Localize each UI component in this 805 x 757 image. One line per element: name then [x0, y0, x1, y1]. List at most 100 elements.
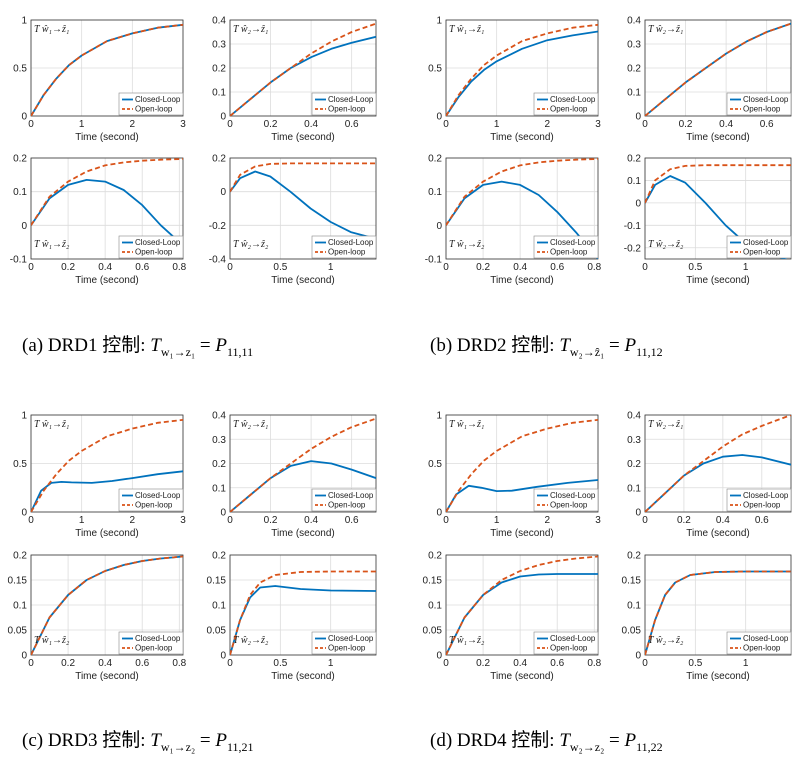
- panel-annotation: T ŵ₁→ẑ₂: [449, 239, 485, 250]
- x-axis-label: Time (second): [490, 132, 554, 143]
- chart-a1: 0 0.5 1 0 1 2 3 Time (second) T ŵ₁→ẑ₁ Closed-Loop…: [13, 16, 186, 144]
- panel-annotation: T ŵ₂→ẑ₂: [233, 239, 269, 250]
- y-tick-label: 0.1: [627, 88, 641, 99]
- caption-c: (c) DRD3 控制: Tw₁→z₂ = P11,21: [22, 730, 254, 754]
- series-line-open-loop: [645, 415, 791, 512]
- caption-c-rhs: P: [215, 730, 227, 751]
- panel-annotation: T ŵ₁→ẑ₂: [34, 635, 70, 646]
- x-tick-label: 0: [28, 262, 34, 273]
- x-tick-label: 1: [494, 515, 500, 526]
- x-axis-label: Time (second): [75, 528, 139, 539]
- caption-d-rhs: P: [624, 730, 637, 751]
- caption-d-label: (d) DRD4 控制:: [430, 730, 555, 751]
- legend-label-closed: Closed-Loop: [550, 95, 596, 104]
- axes-frame: [229, 157, 377, 260]
- legend-box: [726, 631, 792, 655]
- x-tick-label: 0: [28, 515, 34, 526]
- x-tick-label: 1: [79, 515, 85, 526]
- caption-c-lhs-sub: w₁→z₂: [160, 739, 196, 754]
- x-tick-label: 3: [180, 515, 186, 526]
- y-tick-label: 0.1: [212, 601, 226, 612]
- chart-b2: 0 0.1 0.2 0.3 0.4 0 0.2 0.4 0.6 Time (second) T ŵ₂…: [627, 16, 792, 143]
- y-tick-label: 0.2: [212, 459, 226, 470]
- x-tick-label: 2: [545, 119, 551, 130]
- legend-label-closed: Closed-Loop: [743, 634, 789, 643]
- y-tick-label: 0.05: [207, 626, 227, 637]
- chart-c2: 0 0.1 0.2 0.3 0.4 0 0.2 0.4 0.6 Time (second) T ŵ₂…: [212, 411, 377, 539]
- y-tick-label: -0.2: [209, 221, 227, 232]
- series-line-closed-loop: [31, 470, 183, 512]
- y-tick-label: 0: [21, 221, 27, 232]
- caption-a-label: (a) DRD1 控制:: [22, 335, 146, 356]
- caption-b-lhs-sub: w₂→ẑ₁: [569, 344, 605, 359]
- panel-annotation: T ŵ₁→ẑ₁: [34, 24, 69, 35]
- y-tick-label: 0.15: [207, 576, 227, 587]
- series-line-open-loop: [446, 158, 598, 226]
- y-tick-label: 0.2: [428, 154, 442, 165]
- y-tick-label: 0.5: [428, 459, 442, 470]
- chart-d4: 0 0.05 0.1 0.15 0.2 0 0.5 1 Time (second) T ŵ₂→ẑ₂…: [622, 551, 792, 682]
- caption-d-rhs-sub: 11,22: [636, 739, 663, 754]
- y-tick-label: -0.1: [624, 221, 642, 232]
- y-tick-label: 0: [635, 112, 641, 123]
- y-tick-label: 0.5: [428, 64, 442, 75]
- caption-d: (d) DRD4 控制: Tw₂→z₂ = P11,22: [430, 730, 663, 754]
- y-tick-label: 0: [436, 651, 442, 662]
- axes-frame: [644, 414, 792, 513]
- axes-frame: [445, 414, 599, 513]
- x-tick-label: 0.6: [760, 119, 774, 130]
- x-tick-label: 0.6: [345, 119, 359, 130]
- axes-frame: [644, 157, 792, 260]
- y-tick-label: -0.2: [624, 243, 642, 254]
- y-tick-label: 0.05: [8, 626, 28, 637]
- x-tick-label: 0: [443, 515, 449, 526]
- caption-a-rhs-sub: 11,11: [227, 344, 254, 359]
- legend-label-open: Open-loop: [550, 501, 588, 510]
- x-axis-label: Time (second): [490, 528, 554, 539]
- legend-label-closed: Closed-Loop: [135, 238, 181, 247]
- caption-b-label: (b) DRD2 控制:: [430, 335, 555, 356]
- y-tick-label: 0.2: [627, 459, 641, 470]
- legend-label-closed: Closed-Loop: [328, 238, 374, 247]
- legend-box: [311, 488, 377, 512]
- y-tick-label: 0.1: [13, 187, 27, 198]
- y-tick-label: 0: [21, 651, 27, 662]
- x-tick-label: 0.2: [679, 119, 693, 130]
- series-line-closed-loop: [446, 479, 598, 512]
- caption-c-lhs: T: [150, 730, 161, 751]
- chart-d3: 0 0.05 0.1 0.15 0.2 0 0.2 0.4 0.6 0.8 Time (second…: [423, 551, 602, 683]
- legend-label-open: Open-loop: [328, 248, 366, 257]
- y-tick-label: 0.2: [428, 551, 442, 562]
- legend-label-open: Open-loop: [550, 248, 588, 257]
- y-tick-label: 0.2: [13, 551, 27, 562]
- series-line-open-loop: [31, 555, 183, 655]
- x-tick-label: 0: [443, 119, 449, 130]
- y-tick-label: 0: [436, 221, 442, 232]
- legend-label-closed: Closed-Loop: [743, 491, 789, 500]
- panel-annotation: T ŵ₂→ẑ₁: [648, 419, 683, 430]
- x-tick-label: 0.6: [135, 658, 149, 669]
- chart-c1: 0 0.5 1 0 1 2 3 Time (second) T ŵ₁→ẑ₁ Closed-Loop…: [13, 411, 186, 540]
- x-tick-label: 0: [28, 658, 34, 669]
- legend-label-closed: Closed-Loop: [135, 634, 181, 643]
- legend-box: [533, 631, 599, 655]
- series-line-open-loop: [645, 22, 791, 116]
- y-tick-label: 1: [436, 411, 442, 422]
- x-tick-label: 0: [642, 658, 648, 669]
- x-tick-label: 3: [595, 515, 601, 526]
- legend-label-closed: Closed-Loop: [550, 634, 596, 643]
- legend-box: [118, 92, 184, 116]
- panel-annotation: T ŵ₂→ẑ₁: [233, 419, 268, 430]
- x-axis-label: Time (second): [490, 671, 554, 682]
- x-tick-label: 0.4: [719, 119, 733, 130]
- axes-frame: [229, 414, 377, 513]
- y-tick-label: 0: [635, 198, 641, 209]
- series-line-open-loop: [645, 164, 791, 204]
- chart-d2: 0 0.1 0.2 0.3 0.4 0 0.2 0.4 0.6 Time (second) T ŵ₂…: [627, 411, 792, 539]
- panel-annotation: T ŵ₁→ẑ₂: [34, 239, 70, 250]
- y-tick-label: 0: [436, 508, 442, 519]
- caption-a-lhs: T: [150, 335, 161, 356]
- y-tick-label: 1: [436, 16, 442, 27]
- x-tick-label: 0: [443, 262, 449, 273]
